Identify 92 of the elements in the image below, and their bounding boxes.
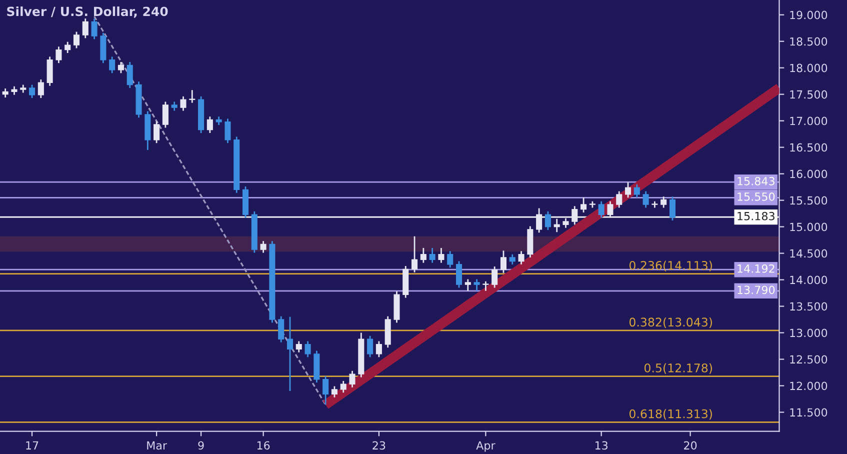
candlestick [109, 56, 116, 74]
candlestick [331, 386, 338, 398]
candlestick [340, 380, 346, 394]
candlestick [100, 32, 106, 64]
candlestick [304, 340, 311, 358]
candlestick [429, 247, 436, 264]
y-tick-label: 17.000 [790, 116, 828, 126]
candlestick [38, 78, 44, 99]
y-tick-label: 16.500 [790, 143, 828, 152]
x-tick-label: 23 [372, 441, 386, 450]
candlestick [456, 260, 462, 288]
candlestick [56, 46, 62, 64]
y-tick-label: 12.000 [790, 382, 828, 390]
candlestick [500, 250, 506, 274]
y-tick-label: 18.500 [790, 37, 828, 46]
candlestick [474, 278, 480, 292]
y-tick-label: 17.500 [790, 90, 828, 99]
candlestick [64, 41, 71, 54]
y-tick-label: 13.000 [790, 328, 828, 338]
candlestick [189, 89, 196, 104]
candlestick [572, 205, 578, 226]
candlestick [536, 208, 542, 234]
y-tick-label: 12.500 [790, 355, 828, 364]
candlestick [296, 340, 302, 354]
candlestick [322, 376, 329, 406]
candlestick [206, 116, 213, 134]
candlestick [580, 196, 587, 214]
candlestick [91, 18, 98, 40]
candlestick [420, 247, 426, 264]
candlestick [171, 101, 178, 112]
ref-line-label: 0.5(12.178) [644, 363, 712, 374]
candlestick [625, 182, 632, 198]
candlestick [260, 240, 266, 254]
candlestick [224, 118, 231, 144]
candlestick [126, 61, 133, 89]
x-tick-label: 16 [257, 441, 270, 450]
chart-title: Silver / U.S. Dollar, 240 [7, 6, 168, 18]
ref-line-label: 15.843 [738, 176, 774, 186]
candlestick [349, 370, 356, 388]
candlestick [278, 316, 284, 343]
y-tick-label: 15.500 [790, 196, 828, 205]
candlestick [367, 335, 374, 358]
candlestick [2, 88, 8, 98]
y-tick-label: 11.500 [790, 408, 828, 417]
candlestick [492, 266, 498, 288]
candlestick [660, 196, 667, 208]
candlestick [634, 184, 640, 198]
candlestick [438, 247, 444, 264]
y-tick-label: 15.000 [790, 222, 828, 232]
ref-line-label: 0.382(13.043) [629, 317, 712, 328]
candlestick [607, 200, 614, 218]
x-tick-label: Apr [476, 441, 496, 452]
y-tick-label: 14.500 [790, 249, 828, 258]
x-tick-label: 17 [26, 441, 38, 450]
ref-line-label: 15.183 [738, 212, 774, 220]
ref-line-label: 14.192 [738, 264, 774, 273]
candlestick [562, 218, 569, 229]
candlestick [509, 254, 516, 266]
candlestick [180, 96, 186, 112]
candlestick [518, 250, 524, 266]
candlestick [482, 280, 489, 292]
ref-line-label: 0.618(11.313) [629, 409, 712, 420]
candlestick [642, 190, 649, 208]
candlestick [544, 210, 551, 231]
ref-line-label: 15.550 [738, 192, 775, 201]
candlestick [73, 31, 80, 49]
x-tick-label: Mar [147, 441, 168, 450]
candlestick [82, 18, 88, 39]
candlestick [554, 218, 560, 233]
candlestick [46, 56, 53, 87]
candlestick [162, 101, 168, 128]
candlestick [447, 250, 454, 268]
candlestick [616, 190, 622, 208]
candlestick [669, 196, 676, 222]
x-tick-label: 9 [198, 441, 204, 450]
y-tick-label: 19.000 [790, 10, 828, 20]
candlestick [376, 340, 382, 358]
candlestick [118, 61, 124, 74]
x-tick-label: 13 [595, 441, 608, 450]
candlestick [464, 278, 471, 292]
y-tick-label: 18.000 [790, 64, 828, 72]
y-tick-label: 13.500 [790, 302, 828, 311]
ref-line-label: 13.790 [738, 286, 775, 294]
x-tick-label: 20 [684, 441, 697, 450]
ref-line-label: 0.236(14.113) [629, 260, 712, 272]
candlestick [154, 120, 160, 144]
candlestick [598, 200, 604, 218]
candlestick [286, 316, 294, 392]
y-tick-label: 16.000 [790, 170, 828, 178]
candlestick [29, 84, 36, 99]
candlestick [412, 236, 418, 274]
y-tick-label: 14.000 [790, 276, 828, 284]
